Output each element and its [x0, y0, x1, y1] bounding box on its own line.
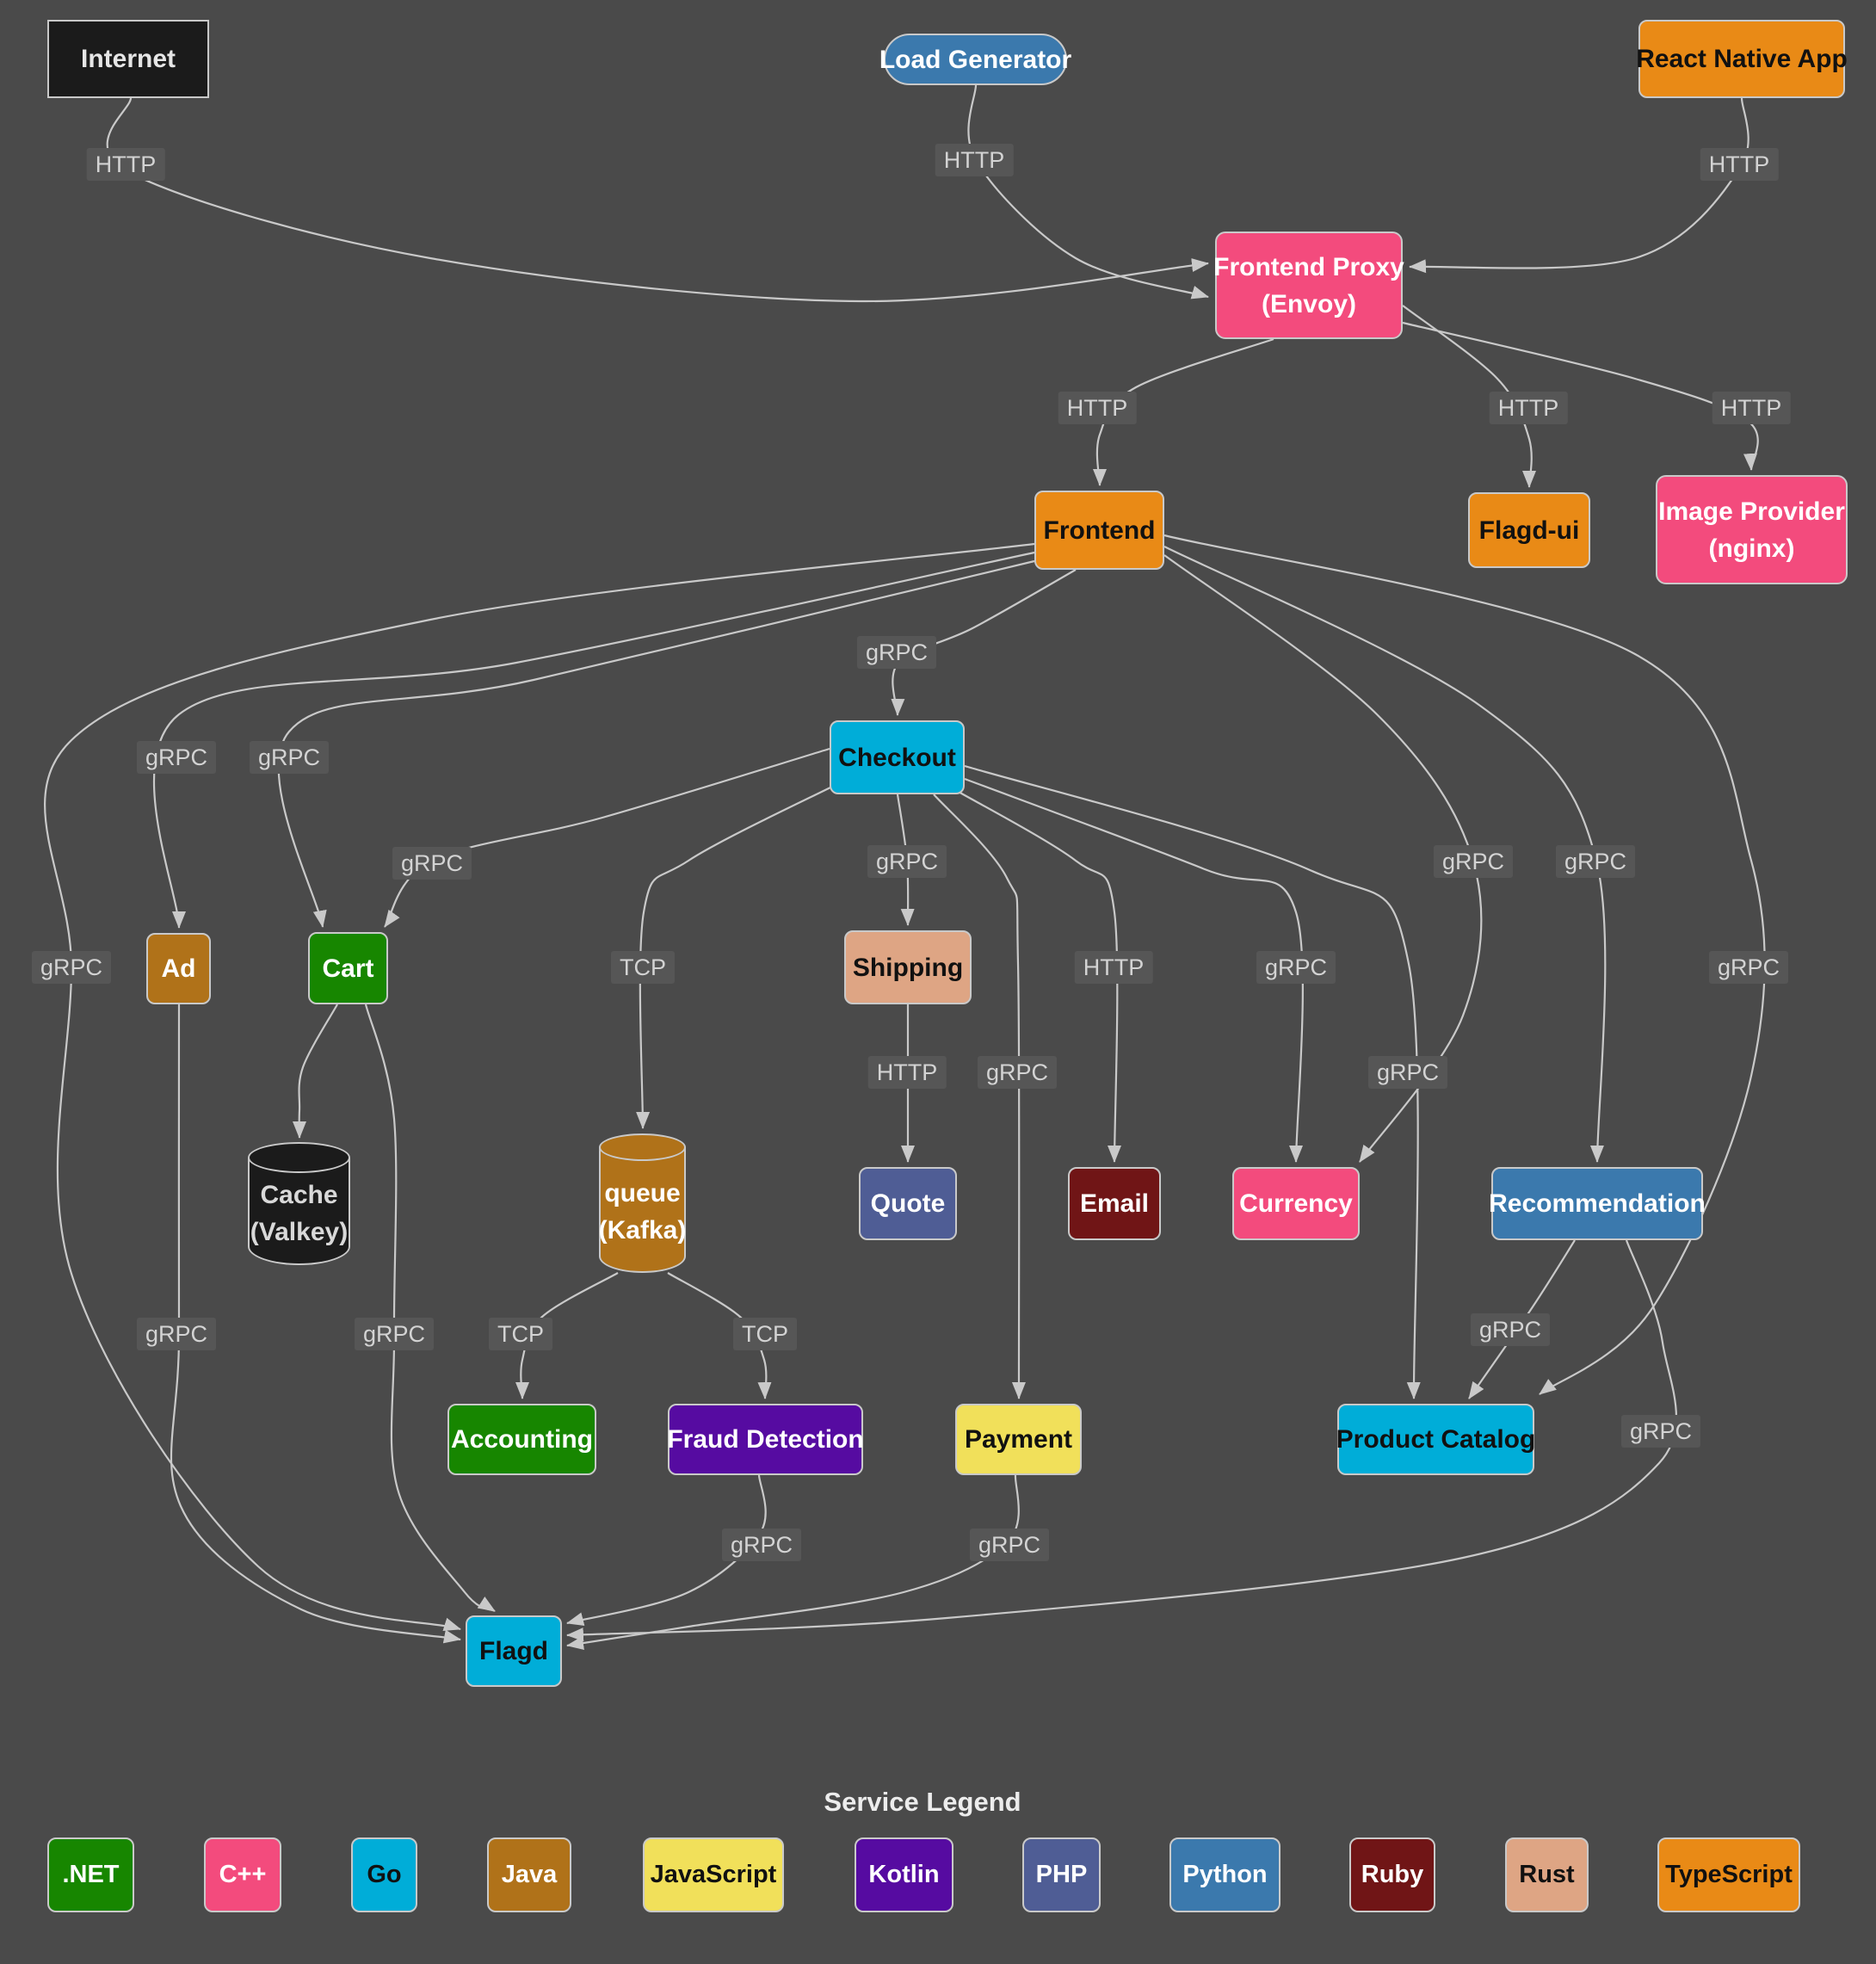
edge-frontend-proxy-to-image-provider: [1402, 321, 1759, 471]
edge-react-native-app-to-frontend-proxy: [1409, 97, 1749, 274]
legend-title: Service Legend: [824, 1787, 1021, 1817]
edge-cart-to-flagd: [364, 1004, 496, 1612]
edge-checkout-to-cart: [384, 747, 830, 928]
edge-recommendation-to-product-catalog: [1468, 1239, 1576, 1399]
edge-load-generator-to-frontend-proxy: [967, 84, 1209, 300]
edge-frontend-to-currency: [1163, 554, 1483, 1163]
edge-checkout-to-currency: [964, 777, 1304, 1163]
edge-queue-to-accounting: [515, 1272, 619, 1399]
edge-internet-to-frontend-proxy: [106, 97, 1209, 303]
edge-checkout-to-product-catalog: [964, 764, 1421, 1399]
edge-fraud-detection-to-flagd: [566, 1474, 767, 1627]
edge-checkout-to-email: [950, 787, 1122, 1163]
edge-checkout-to-payment: [933, 794, 1026, 1399]
edge-frontend-to-recommendation: [1163, 546, 1607, 1163]
edge-checkout-to-queue: [636, 782, 840, 1129]
edge-frontend-to-checkout: [891, 569, 1077, 716]
edge-frontend-proxy-to-flagd-ui: [1402, 305, 1537, 488]
edge-cart-to-cache: [292, 1004, 338, 1139]
edge-payment-to-flagd: [566, 1474, 1020, 1650]
edge-frontend-to-cart: [277, 559, 1035, 928]
edge-frontend-proxy-to-frontend: [1092, 337, 1274, 486]
edge-recommendation-to-flagd: [566, 1239, 1678, 1642]
edge-queue-to-fraud-detection: [667, 1272, 772, 1399]
edge-frontend-to-flagd: [44, 542, 1035, 1632]
edge-checkout-to-shipping: [896, 794, 915, 926]
edge-frontend-to-product-catalog: [1163, 534, 1766, 1395]
edge-frontend-to-ad: [152, 551, 1035, 929]
edge-ad-to-flagd: [170, 1004, 461, 1644]
